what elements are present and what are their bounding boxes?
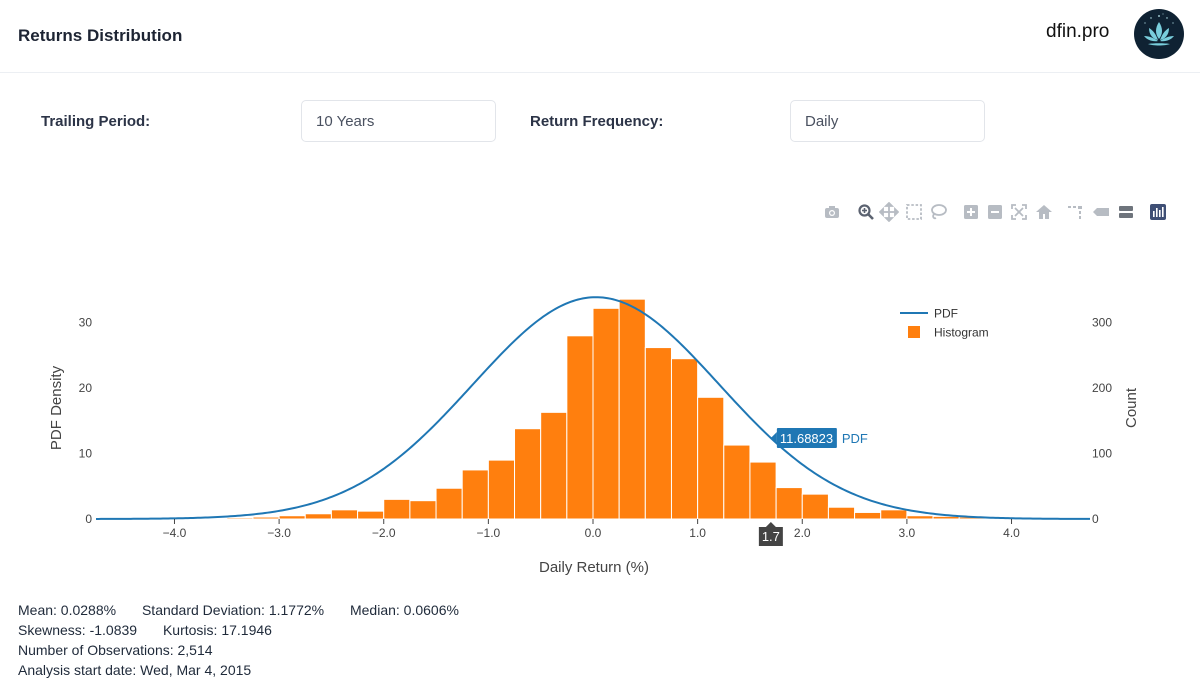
stat-kurtosis: Kurtosis: 17.1946 <box>162 622 272 638</box>
x-tick-label: 0.0 <box>585 526 602 540</box>
spike-lines-icon[interactable] <box>1065 202 1085 222</box>
x-tick-label: −1.0 <box>477 526 501 540</box>
plotly-logo-icon[interactable] <box>1148 202 1168 222</box>
histogram-bar[interactable] <box>670 358 699 520</box>
hover-value: 11.68823 <box>780 431 833 446</box>
histogram-bar[interactable] <box>304 513 332 520</box>
y-left-tick-label: 20 <box>79 381 93 395</box>
histogram-bar[interactable] <box>854 511 882 520</box>
histogram-bar[interactable] <box>357 510 385 520</box>
chart-legend[interactable]: PDF Histogram <box>900 307 989 340</box>
zoom-in-icon[interactable] <box>961 202 981 222</box>
histogram-bar[interactable] <box>644 347 672 520</box>
x-tick-label: −2.0 <box>372 526 396 540</box>
stat-mean: Mean: 0.0288% <box>18 602 117 618</box>
stat-std: Standard Deviation: 1.1772% <box>141 602 325 618</box>
histogram-bar[interactable] <box>592 307 620 520</box>
y-left-tick-label: 0 <box>85 512 92 526</box>
x-tick-label: 2.0 <box>794 526 811 540</box>
hover-value-box <box>776 428 837 449</box>
histogram-bar[interactable] <box>461 469 489 520</box>
stats-row-2: Skewness: -1.0839 Kurtosis: 17.1946 <box>18 622 294 638</box>
trailing-period-select[interactable]: 10 Years <box>301 100 496 142</box>
hover-tooltip: 11.68823 PDF 1.7 <box>758 428 868 546</box>
reset-axes-icon[interactable] <box>1034 202 1054 222</box>
lotus-logo-icon[interactable] <box>1133 8 1185 60</box>
x-tick-label: −3.0 <box>267 526 291 540</box>
return-frequency-label: Return Frequency: <box>530 113 664 130</box>
histogram-bar[interactable] <box>906 515 934 520</box>
histogram-bar[interactable] <box>226 517 254 520</box>
histogram-bar[interactable] <box>749 461 777 520</box>
lasso-select-icon[interactable] <box>928 202 948 222</box>
histogram-bar[interactable] <box>487 459 516 520</box>
pan-icon[interactable] <box>879 202 899 222</box>
histogram-bar[interactable] <box>383 498 411 520</box>
page-header: Returns Distribution dfin.pro <box>0 0 1200 73</box>
box-select-icon[interactable] <box>904 202 924 222</box>
y-right-tick-label: 100 <box>1092 447 1112 461</box>
histogram-bar[interactable] <box>540 411 568 520</box>
camera-icon[interactable] <box>822 202 842 222</box>
y-axis-right-title: Count <box>1123 387 1140 428</box>
histogram-bar[interactable] <box>618 298 646 520</box>
chart-axes: −4.0 −3.0 −2.0 −1.0 0.0 1.0 2.0 3.0 4.0010203001… <box>79 316 1113 540</box>
y-right-tick-label: 0 <box>1092 512 1099 526</box>
histogram-bar[interactable] <box>409 500 437 520</box>
returns-distribution-chart[interactable]: −4.0 −3.0 −2.0 −1.0 0.0 1.0 2.0 3.0 4.0010203001… <box>0 0 1200 600</box>
histogram-bar[interactable] <box>697 396 725 520</box>
trailing-period-label: Trailing Period: <box>41 113 151 130</box>
pdf-curve <box>96 296 1091 520</box>
histogram-bar[interactable] <box>827 506 856 520</box>
stat-observations: Number of Observations: 2,514 <box>18 642 213 658</box>
zoom-icon[interactable] <box>856 202 876 222</box>
x-tick-label: 1.0 <box>689 526 706 540</box>
x-tick-label: −4.0 <box>163 526 187 540</box>
histogram-bar[interactable] <box>278 515 306 520</box>
hover-x-box <box>758 527 783 546</box>
histogram-bar[interactable] <box>252 516 280 520</box>
zoom-out-icon[interactable] <box>985 202 1005 222</box>
brand-name[interactable]: dfin.pro <box>1046 21 1110 42</box>
y-right-tick-label: 200 <box>1092 381 1112 395</box>
y-left-tick-label: 30 <box>79 316 93 330</box>
y-right-tick-label: 300 <box>1092 316 1112 330</box>
hover-closest-icon[interactable] <box>1091 202 1111 222</box>
stat-start-date: Analysis start date: Wed, Mar 4, 2015 <box>18 662 252 678</box>
histogram-bar[interactable] <box>435 487 463 520</box>
hover-compare-icon[interactable] <box>1116 202 1136 222</box>
hover-x-pointer <box>764 522 777 528</box>
return-frequency-select[interactable]: Daily <box>790 100 985 142</box>
histogram-bar[interactable] <box>723 444 751 520</box>
autoscale-icon[interactable] <box>1009 202 1029 222</box>
stats-row-1: Mean: 0.0288% Standard Deviation: 1.1772… <box>18 602 481 618</box>
histogram-bars <box>95 298 1091 520</box>
histogram-bar[interactable] <box>566 335 594 520</box>
x-tick-label: 3.0 <box>899 526 916 540</box>
hover-x-label: 1.7 <box>762 529 780 544</box>
x-axis-title: Daily Return (%) <box>539 559 649 576</box>
page-title: Returns Distribution <box>18 26 183 45</box>
histogram-bar[interactable] <box>775 487 803 520</box>
stat-skewness: Skewness: -1.0839 <box>18 622 138 638</box>
histogram-bar[interactable] <box>330 509 359 520</box>
legend-pdf-label[interactable]: PDF <box>934 307 958 321</box>
histogram-bar[interactable] <box>514 428 542 520</box>
legend-histogram-label[interactable]: Histogram <box>934 326 989 340</box>
hover-pointer <box>770 432 777 445</box>
stat-median: Median: 0.0606% <box>349 602 459 618</box>
hover-series-name: PDF <box>842 431 868 446</box>
histogram-bar[interactable] <box>801 493 829 520</box>
x-tick-label: 4.0 <box>1003 526 1020 540</box>
y-axis-left-title: PDF Density <box>48 365 65 450</box>
histogram-bar[interactable] <box>880 509 908 520</box>
legend-histogram-swatch <box>908 326 920 338</box>
y-left-tick-label: 10 <box>79 447 93 461</box>
